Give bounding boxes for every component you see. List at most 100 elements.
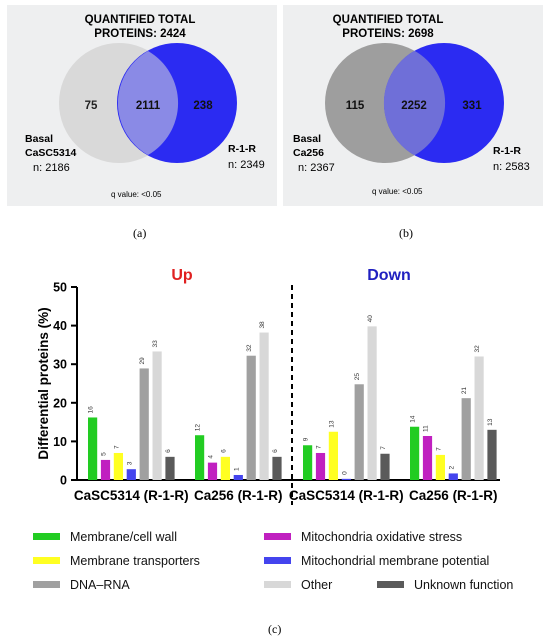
- bar-0-3: [410, 426, 420, 480]
- legend-label-4: DNA–RNA: [70, 578, 130, 592]
- bar-label-0-1: 12: [195, 424, 202, 432]
- venn-b-q-value: q value: <0.05: [372, 187, 423, 196]
- venn-b-title-line2: PROTEINS: 2698: [342, 28, 434, 40]
- bar-label-4-2: 25: [354, 373, 361, 381]
- bar-1-3: [422, 435, 433, 480]
- bar-label-2-0: 7: [113, 445, 120, 449]
- venn-diagram-a: QUANTIFIED TOTAL PROTEINS: 2424 75 2111 …: [25, 14, 265, 199]
- venn-a-overlap-count: 2111: [136, 100, 161, 112]
- bar-label-5-2: 40: [367, 315, 374, 323]
- bar-5-2: [367, 326, 377, 480]
- bar-1-2: [315, 452, 326, 480]
- caption-a: (a): [133, 226, 147, 240]
- bar-5-3: [474, 356, 484, 480]
- venn-b-left-only: 115: [346, 100, 365, 112]
- bar-2-2: [328, 431, 338, 480]
- bar-2-0: [113, 452, 123, 480]
- venn-b-title-line1: QUANTIFIED TOTAL: [333, 14, 444, 26]
- bar-label-6-0: 6: [165, 449, 172, 453]
- bar-4-1: [246, 355, 256, 480]
- venn-panel-a: QUANTIFIED TOTAL PROTEINS: 2424 75 2111 …: [7, 5, 277, 206]
- bar-0-1: [195, 435, 205, 480]
- legend-label-1: Mitochondria oxidative stress: [301, 530, 462, 544]
- venn-a-left-label-line1: Basal: [25, 133, 53, 145]
- venn-b-left-n: n: 2367: [298, 162, 335, 174]
- bar-3-3: [448, 473, 458, 480]
- bar-6-2: [380, 453, 390, 480]
- bar-label-6-3: 13: [487, 418, 494, 426]
- bar-label-1-1: 4: [208, 455, 215, 459]
- legend-label-6: Unknown function: [414, 578, 513, 592]
- venn-a-overlap: [117, 51, 179, 155]
- bar-5-0: [152, 351, 162, 480]
- venn-a-title-line2: PROTEINS: 2424: [94, 28, 186, 40]
- legend-swatch-3: [264, 557, 291, 564]
- bar-label-3-3: 2: [448, 465, 455, 469]
- y-tick-label-3: 30: [53, 358, 67, 372]
- bar-label-1-0: 5: [101, 452, 108, 456]
- bar-label-2-3: 7: [435, 447, 442, 451]
- bar-3-2: [341, 478, 351, 480]
- legend-swatch-1: [264, 533, 291, 540]
- venn-b-overlap: [383, 50, 446, 156]
- bar-5-1: [259, 332, 269, 480]
- venn-b-right-only: 331: [462, 100, 482, 112]
- bar-label-5-1: 38: [259, 321, 266, 329]
- bar-label-3-0: 3: [126, 461, 133, 465]
- bar-label-4-0: 29: [139, 357, 146, 365]
- bar-1-1: [207, 462, 218, 480]
- bar-label-3-1: 1: [233, 467, 240, 471]
- bar-label-2-1: 6: [220, 449, 227, 453]
- venn-a-title-line1: QUANTIFIED TOTAL: [85, 14, 196, 26]
- venn-b-overlap-count: 2252: [401, 100, 427, 112]
- bar-6-0: [165, 456, 175, 480]
- legend-label-0: Membrane/cell wall: [70, 530, 177, 544]
- x-tick-label-2: CaSC5314 (R-1-R): [289, 488, 404, 503]
- venn-b-right-label: R-1-R: [493, 145, 521, 157]
- legend-swatch-6: [377, 581, 404, 588]
- x-tick-label-0: CaSC5314 (R-1-R): [74, 488, 189, 503]
- bar-4-3: [461, 398, 471, 480]
- y-tick-label-2: 20: [53, 396, 67, 410]
- x-tick-label-3: Ca256 (R-1-R): [409, 488, 498, 503]
- x-tick-label-1: Ca256 (R-1-R): [194, 488, 283, 503]
- section-label-up: Up: [171, 267, 193, 284]
- bar-4-2: [354, 384, 364, 480]
- bar-label-5-0: 33: [152, 340, 159, 348]
- bar-2-1: [220, 456, 230, 480]
- venn-a-right-only: 238: [193, 100, 213, 112]
- bar-label-5-3: 32: [474, 345, 481, 353]
- y-tick-label-5: 50: [53, 281, 67, 295]
- legend-label-3: Mitochondrial membrane potential: [301, 554, 489, 568]
- bar-label-0-2: 9: [303, 437, 310, 441]
- venn-diagram-b: QUANTIFIED TOTAL PROTEINS: 2698 115 2252…: [293, 14, 530, 196]
- bar-3-1: [233, 474, 243, 480]
- venn-b-right-n: n: 2583: [493, 161, 530, 173]
- bar-label-0-0: 16: [88, 406, 95, 414]
- venn-panel-b: QUANTIFIED TOTAL PROTEINS: 2698 115 2252…: [283, 5, 543, 206]
- bar-6-3: [487, 429, 497, 480]
- bar-label-0-3: 14: [410, 415, 417, 423]
- legend-swatch-5: [264, 581, 291, 588]
- bar-6-1: [272, 456, 282, 480]
- caption-b: (b): [399, 226, 413, 240]
- y-tick-label-4: 40: [53, 319, 67, 333]
- bar-3-0: [126, 469, 136, 480]
- bar-2-3: [435, 454, 445, 480]
- bar-label-4-1: 32: [246, 344, 253, 352]
- bar-label-3-2: 0: [341, 471, 348, 475]
- venn-b-left-label-line1: Basal: [293, 133, 321, 145]
- legend-label-5: Other: [301, 578, 332, 592]
- bar-label-1-3: 11: [423, 425, 430, 432]
- legend-swatch-4: [33, 581, 60, 588]
- venn-a-left-n: n: 2186: [33, 162, 70, 174]
- venn-a-right-n: n: 2349: [228, 159, 265, 171]
- venn-a-left-only: 75: [85, 100, 98, 112]
- bar-1-0: [100, 459, 111, 480]
- section-label-down: Down: [367, 267, 411, 284]
- caption-c: (c): [268, 622, 282, 636]
- bar-0-2: [303, 445, 313, 480]
- bar-label-2-2: 13: [328, 420, 335, 428]
- legend-swatch-0: [33, 533, 60, 540]
